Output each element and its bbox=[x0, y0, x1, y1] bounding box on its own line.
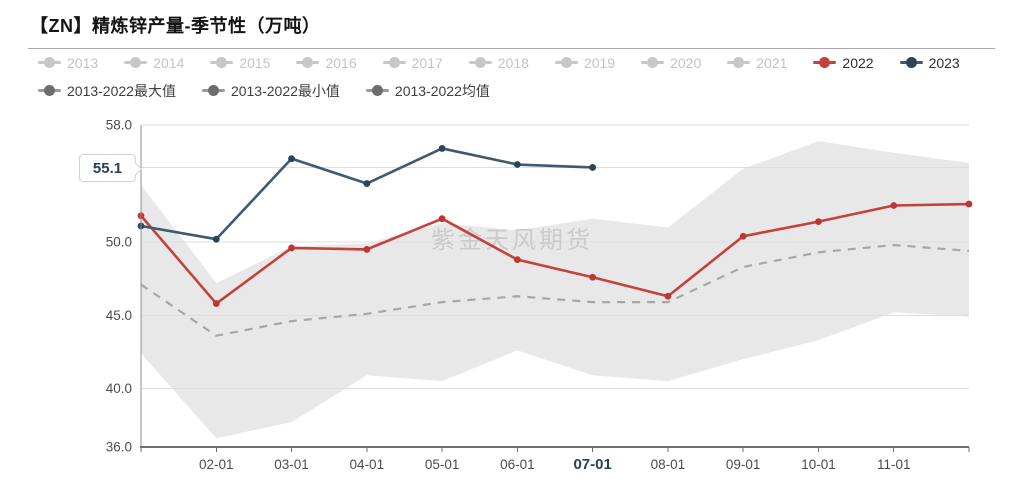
legend-item-2023[interactable]: 2023 bbox=[899, 54, 960, 71]
svg-text:50.0: 50.0 bbox=[106, 235, 132, 250]
x-label-highlighted: 07-01 bbox=[573, 456, 611, 473]
legend-marker-icon bbox=[382, 57, 406, 68]
legend-marker-icon bbox=[38, 85, 61, 96]
legend-item-2019[interactable]: 2019 bbox=[554, 54, 616, 71]
x-label: 02-01 bbox=[199, 457, 234, 472]
svg-text:45.0: 45.0 bbox=[106, 308, 132, 323]
title-divider bbox=[28, 48, 995, 49]
legend-marker-icon bbox=[201, 85, 225, 96]
series-2023-line bbox=[137, 145, 597, 243]
legend-label: 2015 bbox=[239, 54, 271, 71]
legend-marker-icon bbox=[296, 57, 320, 68]
legend-marker-icon bbox=[365, 85, 389, 96]
series-2022-line bbox=[137, 200, 973, 307]
axes bbox=[140, 125, 970, 452]
legend-marker-icon bbox=[124, 57, 148, 68]
y-axis-value-tag-label: 55.1 bbox=[92, 159, 123, 177]
legend-marker-icon bbox=[813, 57, 837, 68]
legend-marker-icon bbox=[727, 57, 751, 68]
legend-item-2021[interactable]: 2021 bbox=[727, 55, 787, 71]
legend-label: 2013-2022均值 bbox=[394, 82, 490, 99]
x-label: 05-01 bbox=[425, 457, 460, 472]
svg-text:36.0: 36.0 bbox=[106, 440, 132, 455]
legend-marker-icon bbox=[899, 57, 923, 68]
legend-item-2014[interactable]: 2014 bbox=[124, 55, 184, 71]
legend: 2013 2014 2015 2016 2017 2018 2019 2020 2021 2022… bbox=[38, 54, 1011, 110]
legend-item-2013-2022-[interactable]: 2013-2022均值 bbox=[365, 82, 490, 99]
legend-marker-icon bbox=[641, 57, 665, 68]
legend-label: 2013 bbox=[67, 54, 99, 71]
x-label: 10-01 bbox=[801, 457, 836, 472]
y-axis-labels: 58.0 50.0 45.0 40.0 36.0 bbox=[106, 118, 132, 455]
legend-item-2013[interactable]: 2013 bbox=[38, 55, 98, 71]
x-label: 09-01 bbox=[726, 457, 761, 472]
legend-item-2013-2022-[interactable]: 2013-2022最大值 bbox=[38, 83, 176, 99]
watermark-text: 紫金天风期货 bbox=[431, 227, 593, 254]
legend-item-2017[interactable]: 2017 bbox=[382, 54, 443, 71]
x-axis-labels: 02-01 03-01 04-01 05-01 06-01 07-01 08-01 09-01… bbox=[199, 456, 910, 473]
x-label: 04-01 bbox=[350, 457, 385, 472]
legend-label: 2021 bbox=[756, 54, 788, 71]
legend-item-2016[interactable]: 2016 bbox=[296, 54, 357, 71]
legend-item-2015[interactable]: 2015 bbox=[210, 55, 270, 71]
legend-row-stats: 2013-2022最大值 2013-2022最小值 2013-2022均值 bbox=[38, 82, 1011, 99]
legend-label: 2013-2022最小值 bbox=[230, 82, 340, 99]
legend-item-2018[interactable]: 2018 bbox=[468, 54, 529, 71]
svg-text:58.0: 58.0 bbox=[106, 118, 132, 133]
legend-marker-icon bbox=[38, 57, 61, 68]
y-axis-value-tag: 55.1 bbox=[79, 154, 143, 183]
legend-label: 2022 bbox=[842, 54, 874, 71]
legend-marker-icon bbox=[210, 57, 234, 68]
legend-label: 2014 bbox=[153, 54, 185, 71]
legend-item-2013-2022-[interactable]: 2013-2022最小值 bbox=[201, 82, 340, 99]
legend-item-2020[interactable]: 2020 bbox=[641, 55, 701, 71]
legend-label: 2018 bbox=[497, 54, 529, 71]
chart-title: 【ZN】精炼锌产量-季节性（万吨） bbox=[30, 16, 321, 36]
legend-label: 2016 bbox=[325, 54, 357, 71]
legend-label: 2023 bbox=[928, 54, 960, 71]
legend-label: 2017 bbox=[411, 54, 443, 71]
minmax-band bbox=[141, 141, 969, 439]
legend-label: 2019 bbox=[583, 54, 616, 71]
x-label: 11-01 bbox=[877, 457, 911, 472]
legend-marker-icon bbox=[554, 57, 578, 68]
x-label: 08-01 bbox=[651, 457, 686, 472]
x-label: 06-01 bbox=[500, 457, 535, 472]
x-label: 03-01 bbox=[274, 457, 309, 472]
legend-label: 2013-2022最大值 bbox=[67, 82, 176, 99]
series-mean-line bbox=[140, 243, 970, 337]
legend-marker-icon bbox=[468, 57, 492, 68]
legend-row-years: 2013 2014 2015 2016 2017 2018 2019 2020 2021 2022… bbox=[38, 54, 1011, 71]
svg-text:40.0: 40.0 bbox=[106, 381, 132, 396]
legend-label: 2020 bbox=[670, 54, 702, 71]
legend-item-2022[interactable]: 2022 bbox=[813, 54, 874, 71]
gridlines bbox=[141, 124, 969, 389]
